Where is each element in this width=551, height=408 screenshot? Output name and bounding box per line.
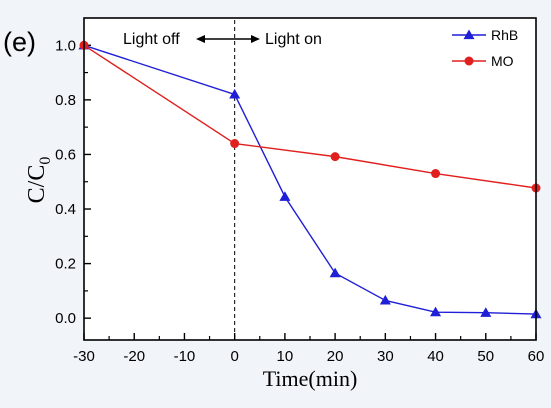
y-axis-title-subscript: 0 xyxy=(37,157,54,165)
legend-marker-rhb xyxy=(463,29,475,40)
data-series xyxy=(78,39,542,319)
y-tick-label: 0.8 xyxy=(55,92,76,109)
data-point-rhb xyxy=(329,267,341,278)
x-tick-label: -30 xyxy=(73,348,95,365)
data-point-mo xyxy=(330,152,340,162)
data-point-mo xyxy=(230,139,240,149)
legend-entry-rhb: RhB xyxy=(452,27,518,43)
y-tick-label: 0.0 xyxy=(55,310,76,327)
x-tick-label: 20 xyxy=(327,348,344,365)
legend: RhB MO xyxy=(452,27,518,69)
y-tick-label: 0.4 xyxy=(55,201,76,218)
x-tick-label: 50 xyxy=(477,348,494,365)
data-point-mo xyxy=(431,169,441,179)
x-tick-label: 30 xyxy=(377,348,394,365)
series-rhb xyxy=(78,39,542,319)
y-axis-title-main: C/C xyxy=(24,165,50,204)
data-point-rhb xyxy=(480,307,492,317)
data-point-rhb xyxy=(430,306,442,317)
x-axis-title: Time(min) xyxy=(263,366,358,391)
y-tick-label: 0.6 xyxy=(55,146,76,163)
y-tick-label: 0.2 xyxy=(55,256,76,273)
plot-frame xyxy=(83,17,537,341)
data-point-rhb xyxy=(229,88,241,99)
y-tick-labels: 0.0 0.2 0.4 0.6 0.8 1.0 xyxy=(55,37,76,327)
y-tick-label: 1.0 xyxy=(55,37,76,54)
panel-label: (e) xyxy=(3,27,36,57)
series-mo xyxy=(79,40,541,193)
x-tick-label: -20 xyxy=(123,348,145,365)
annotation-light-on: Light on xyxy=(265,31,322,48)
y-axis-title-group: C/C0 xyxy=(24,157,54,204)
x-tick-label: 40 xyxy=(427,348,444,365)
legend-label-mo: MO xyxy=(491,53,514,69)
x-tick-label: 0 xyxy=(230,348,238,365)
plot-background xyxy=(84,18,536,340)
annotation-light-off: Light off xyxy=(123,31,180,48)
x-tick-labels: -30 -20 -10 0 10 20 30 40 50 60 xyxy=(73,348,544,365)
legend-marker-mo xyxy=(464,56,474,66)
legend-label-rhb: RhB xyxy=(491,27,518,43)
legend-entry-mo: MO xyxy=(452,53,514,69)
x-tick-label: 60 xyxy=(528,348,545,365)
y-axis-title: C/C0 xyxy=(24,157,54,204)
x-tick-label: -10 xyxy=(174,348,196,365)
data-point-rhb xyxy=(279,191,291,201)
data-point-rhb xyxy=(379,294,391,305)
double-arrow-icon xyxy=(196,35,260,43)
x-tick-label: 10 xyxy=(277,348,294,365)
tick-marks xyxy=(83,44,537,340)
series-line-rhb xyxy=(83,44,537,315)
